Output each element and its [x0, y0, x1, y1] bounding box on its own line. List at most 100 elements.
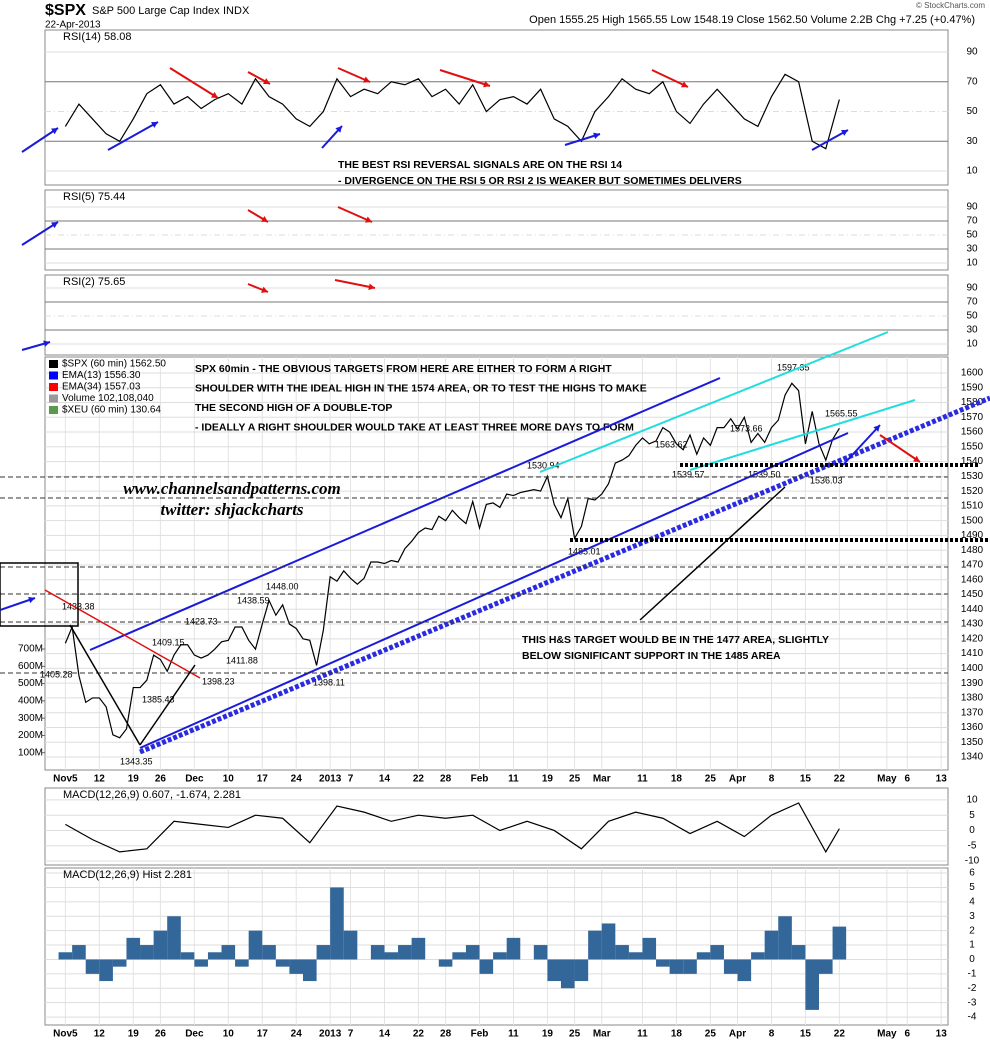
y-tick-label: 0	[969, 954, 975, 965]
y-tick-label: 1600	[961, 368, 984, 379]
panel-title: MACD(12,26,9) Hist 2.281	[63, 869, 192, 881]
annotation: SPX 60min - THE OBVIOUS TARGETS FROM HER…	[195, 363, 612, 375]
x-tick-label: 8	[769, 1029, 775, 1040]
price-label: 1343.35	[120, 756, 153, 766]
hist-bar	[112, 959, 127, 967]
x-tick-label: 17	[257, 1029, 269, 1040]
y2-tick-label: 300M	[18, 713, 43, 724]
y-tick-label: -10	[965, 856, 980, 867]
y-tick-label: 1480	[961, 545, 984, 556]
hist-bar	[452, 952, 466, 960]
panel-frame	[44, 189, 949, 271]
arrow-head	[873, 425, 880, 432]
y-tick-label: 1530	[961, 471, 984, 482]
x-tick-label: 13	[936, 1029, 948, 1040]
arrow-head	[483, 80, 490, 88]
hist-bar	[126, 937, 141, 960]
hist-bar	[533, 945, 548, 960]
y-tick-label: 30	[966, 244, 978, 255]
panel-title: MACD(12,26,9) 0.607, -1.674, 2.281	[63, 789, 241, 801]
arrow-head	[913, 455, 920, 462]
x-tick-label: 26	[155, 1029, 167, 1040]
x-tick-label: 10	[223, 1029, 235, 1040]
hist-bar	[316, 945, 331, 960]
y-tick-label: 30	[966, 325, 978, 336]
x-tick-label: 12	[94, 774, 106, 785]
hist-bar	[588, 930, 602, 960]
annotation: - DIVERGENCE ON THE RSI 5 OR RSI 2 IS WE…	[338, 175, 742, 187]
x-tick-label: Mar	[593, 1029, 611, 1040]
y-tick-label: 1550	[961, 441, 984, 452]
arrow-head	[151, 122, 158, 128]
x-tick-label: 17	[257, 774, 269, 785]
hist-bar	[764, 930, 779, 960]
y-tick-label: 5	[969, 810, 975, 821]
watermark: www.channelsandpatterns.com	[123, 479, 341, 498]
hist-bar	[180, 952, 195, 960]
hist-bar	[370, 945, 385, 960]
hist-bar	[696, 952, 711, 960]
arrow	[169, 67, 219, 99]
arrow-head	[363, 76, 370, 83]
x-tick-label: 2013	[319, 774, 342, 785]
x-tick-label: 11	[508, 1029, 519, 1040]
price-label: 1438.59	[237, 595, 270, 605]
date: 22-Apr-2013	[45, 20, 101, 31]
arrow-head	[681, 81, 688, 88]
credit: © StockCharts.com	[916, 1, 985, 10]
arrow	[842, 424, 881, 466]
hist-bar	[99, 959, 113, 982]
price-label: 1573.66	[730, 423, 763, 433]
annotation: SHOULDER WITH THE IDEAL HIGH IN THE 1574…	[195, 382, 647, 394]
y-tick-label: 1420	[961, 633, 984, 644]
x-tick-label: 11	[637, 1029, 648, 1040]
y-tick-label: -2	[968, 983, 977, 994]
y-tick-label: 50	[966, 311, 978, 322]
x-tick-label: 19	[128, 1029, 140, 1040]
price-label: 1409.15	[152, 637, 185, 647]
x-tick-label: 6	[904, 774, 910, 785]
hist-bar	[343, 930, 358, 960]
arrow-head	[335, 126, 342, 133]
arrow-head	[841, 130, 848, 136]
y-tick-label: 10	[966, 258, 978, 269]
price-label: 1563.62	[655, 439, 688, 449]
x-tick-label: 25	[705, 774, 717, 785]
hist-bar	[140, 945, 154, 960]
y-tick-label: 1380	[961, 693, 984, 704]
arrow-head	[593, 132, 600, 140]
hist-bar	[479, 959, 494, 974]
hist-bar	[221, 945, 236, 960]
box	[0, 562, 79, 627]
price-label: 1423.73	[185, 616, 218, 626]
price-label: 1448.00	[266, 581, 299, 591]
hist-bar	[248, 930, 263, 960]
y-tick-label: -1	[968, 969, 977, 980]
x-tick-label: 10	[223, 774, 235, 785]
hist-bar	[506, 937, 521, 960]
y-tick-label: 1440	[961, 604, 984, 615]
hist-bar	[737, 959, 752, 982]
y-tick-label: 2	[969, 925, 975, 936]
legend-swatch	[49, 394, 58, 403]
trendline	[539, 331, 889, 473]
hist-bar	[560, 959, 575, 989]
y2-tick-label: 400M	[18, 696, 43, 707]
data-line	[65, 802, 840, 854]
price-label: 1398.23	[202, 676, 235, 686]
hist-bar	[302, 959, 317, 982]
x-tick-label: 12	[94, 1029, 106, 1040]
x-tick-label: 24	[291, 774, 303, 785]
x-tick-label: 7	[348, 774, 354, 785]
y2-tick-label: 500M	[18, 678, 43, 689]
x-tick-label: May	[877, 774, 897, 785]
x-tick-label: 15	[800, 774, 812, 785]
x-tick-label: May	[877, 1029, 897, 1040]
y-tick-label: 1500	[961, 515, 984, 526]
x-tick-label: 19	[542, 774, 554, 785]
trendline	[689, 399, 916, 471]
hist-bar	[465, 945, 480, 960]
y-tick-label: 70	[966, 76, 978, 87]
y-tick-label: 4	[969, 896, 975, 907]
x-tick-label: 18	[671, 774, 683, 785]
